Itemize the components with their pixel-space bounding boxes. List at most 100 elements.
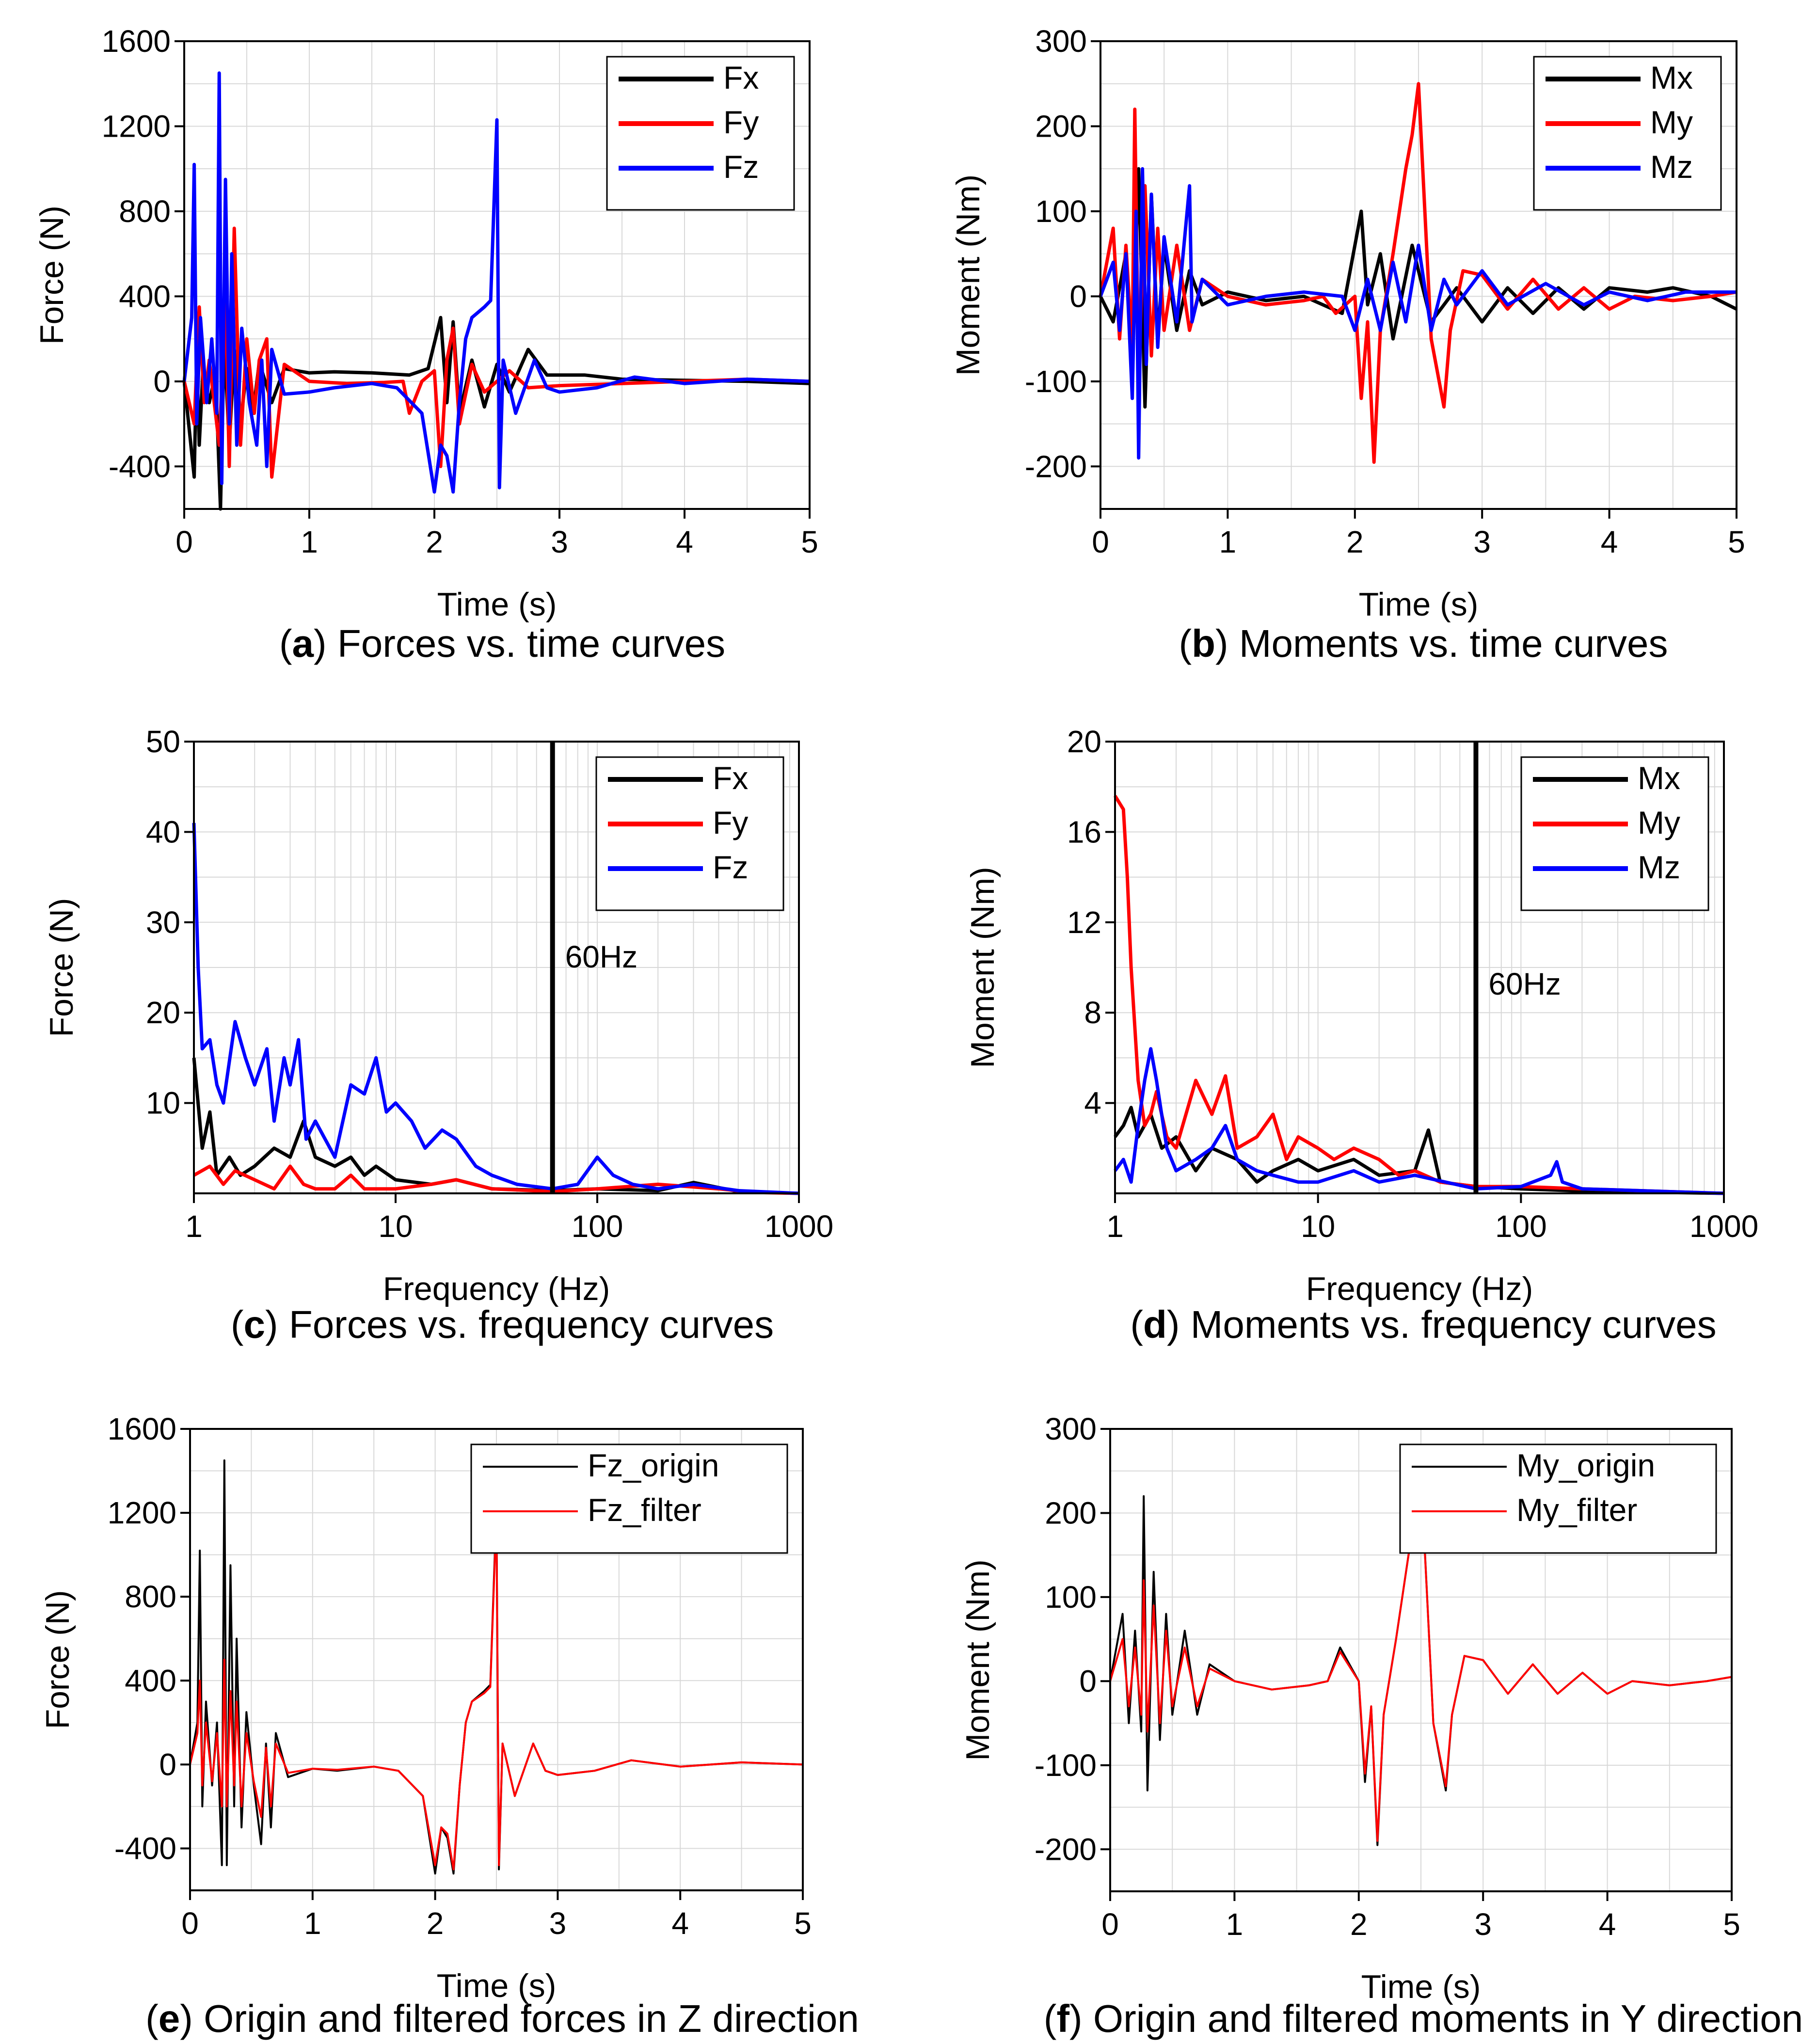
panel-caption: (e) Origin and filtered forces in Z dire…: [145, 1997, 859, 2040]
legend-label-Mx: Mx: [1638, 760, 1680, 796]
caption-open-paren: (: [231, 1303, 244, 1346]
x-tick-label: 4: [1599, 1907, 1616, 1942]
x-tick-label: 5: [801, 524, 818, 559]
legend-label-My_origin: My_origin: [1516, 1447, 1655, 1483]
y-tick-label: -100: [1025, 364, 1087, 399]
caption-open-paren: (: [279, 622, 292, 665]
y-tick-label: 0: [159, 1747, 176, 1782]
y-tick-label: 8: [1084, 995, 1101, 1030]
x-tick-label: 2: [427, 1906, 444, 1941]
y-axis-label: Moment (Nm): [959, 1559, 996, 1761]
legend-label-My_filter: My_filter: [1516, 1492, 1637, 1528]
legend-box: [595, 756, 784, 911]
panel-caption: (d) Moments vs. frequency curves: [1130, 1303, 1716, 1346]
y-tick-label: 800: [125, 1579, 176, 1614]
plot-frame: [1100, 40, 1737, 510]
y-tick-label: 30: [146, 905, 180, 940]
y-tick-label: 20: [1067, 724, 1101, 759]
plot-frame: [1114, 741, 1725, 1194]
legend-label-Fy: Fy: [713, 805, 748, 840]
x-tick-label: 5: [1728, 524, 1745, 559]
vline-label: 60Hz: [1488, 967, 1561, 1001]
caption-letter: d: [1143, 1303, 1167, 1346]
x-tick-label: 1000: [765, 1209, 833, 1244]
y-axis-label: Force (N): [43, 898, 80, 1037]
legend: Mx My Mz: [1533, 56, 1722, 211]
chart-panel-a: 0 1 2 3 4 5 -400 0 400 800 1200 1600 Time (s) Force (…: [33, 24, 818, 665]
y-tick-label: 400: [119, 279, 171, 314]
caption-open-paren: (: [1130, 1303, 1143, 1346]
caption-text: ) Moments vs. time curves: [1215, 622, 1668, 665]
x-axis-label: Frequency (Hz): [383, 1270, 610, 1307]
legend: Mx My Mz: [1520, 756, 1709, 911]
y-tick-label: -200: [1025, 449, 1087, 484]
x-tick-label: 1: [185, 1209, 203, 1244]
y-tick-label: 16: [1067, 814, 1101, 849]
y-tick-label: 0: [1079, 1664, 1097, 1698]
legend-box: [1533, 56, 1722, 211]
y-tick-label: -200: [1035, 1832, 1097, 1867]
x-tick-label: 3: [551, 524, 568, 559]
x-tick-label: 3: [1473, 524, 1491, 559]
y-axis-label: Force (N): [39, 1590, 76, 1729]
plot-frame: [189, 1428, 804, 1891]
legend-box: [1399, 1443, 1717, 1554]
x-tick-label: 100: [1495, 1209, 1547, 1244]
chart-panel-f: 0 1 2 3 4 5 -200 -100 0 100 200 300 Time (s) Moment (…: [959, 1411, 1803, 2040]
y-tick-label: 20: [146, 995, 180, 1030]
caption-open-paren: (: [1044, 1997, 1057, 2040]
caption-open-paren: (: [1179, 622, 1192, 665]
legend-label-Fy: Fy: [723, 104, 759, 140]
vline-label: 60Hz: [565, 939, 638, 974]
caption-letter: a: [292, 622, 314, 665]
x-tick-label: 2: [1350, 1907, 1368, 1942]
legend-box: [1520, 756, 1709, 911]
y-tick-label: 200: [1035, 109, 1087, 143]
y-tick-label: 12: [1067, 905, 1101, 940]
legend-label-Fz_filter: Fz_filter: [588, 1492, 701, 1528]
chart-panel-c: 60Hz 1 10 100 1000 10 20 30 40 50 Frequency (Hz) Fo…: [43, 724, 833, 1346]
x-tick-label: 5: [794, 1906, 812, 1941]
x-tick-label: 5: [1723, 1907, 1740, 1942]
panel-caption: (c) Forces vs. frequency curves: [231, 1303, 774, 1346]
x-tick-label: 4: [671, 1906, 689, 1941]
y-tick-label: 300: [1045, 1411, 1097, 1446]
y-axis-label: Moment (Nm): [950, 174, 987, 376]
y-tick-label: 10: [146, 1086, 180, 1121]
caption-text: ) Forces vs. frequency curves: [265, 1303, 774, 1346]
y-tick-label: 100: [1035, 194, 1087, 229]
caption-text: ) Origin and filtered forces in Z direct…: [180, 1997, 859, 2040]
caption-letter: c: [243, 1303, 265, 1346]
x-axis-label: Time (s): [437, 1967, 557, 2004]
legend-box: [470, 1443, 788, 1554]
plot-frame: [1109, 1428, 1733, 1892]
x-tick-label: 100: [572, 1209, 623, 1244]
plot-frame: [193, 741, 800, 1194]
legend: Fx Fy Fz: [606, 56, 795, 211]
y-tick-label: 4: [1084, 1086, 1101, 1121]
y-tick-label: 200: [1045, 1495, 1097, 1530]
series-line-Fz: [182, 71, 810, 494]
x-tick-label: 1000: [1689, 1209, 1758, 1244]
panel-caption: (f) Origin and filtered moments in Y dir…: [1044, 1997, 1803, 2040]
legend-label-Fz: Fz: [723, 149, 759, 185]
y-tick-label: 1200: [108, 1495, 176, 1530]
x-tick-label: 4: [1601, 524, 1618, 559]
plot-frame: [183, 40, 811, 510]
x-tick-label: 0: [1101, 1907, 1119, 1942]
series-line-Fz: [192, 823, 799, 1195]
x-tick-label: 1: [1226, 1907, 1243, 1942]
chart-panel-b: 0 1 2 3 4 5 -200 -100 0 100 200 300 Time (s) Moment (…: [950, 24, 1745, 665]
y-tick-label: 300: [1035, 24, 1087, 59]
y-tick-label: 1600: [102, 24, 171, 59]
x-tick-label: 0: [175, 524, 193, 559]
caption-text: ) Origin and filtered moments in Y direc…: [1069, 1997, 1803, 2040]
x-axis-label: Frequency (Hz): [1306, 1270, 1533, 1307]
x-tick-label: 0: [181, 1906, 199, 1941]
series-line-Mz: [1099, 167, 1737, 460]
x-tick-label: 1: [1106, 1209, 1124, 1244]
series-line-Fy: [193, 1164, 799, 1195]
chart-panel-d: 60Hz 1 10 100 1000 4 8 12 16 20 Frequency (Hz) Mome…: [964, 724, 1758, 1346]
y-tick-label: -100: [1035, 1748, 1097, 1783]
